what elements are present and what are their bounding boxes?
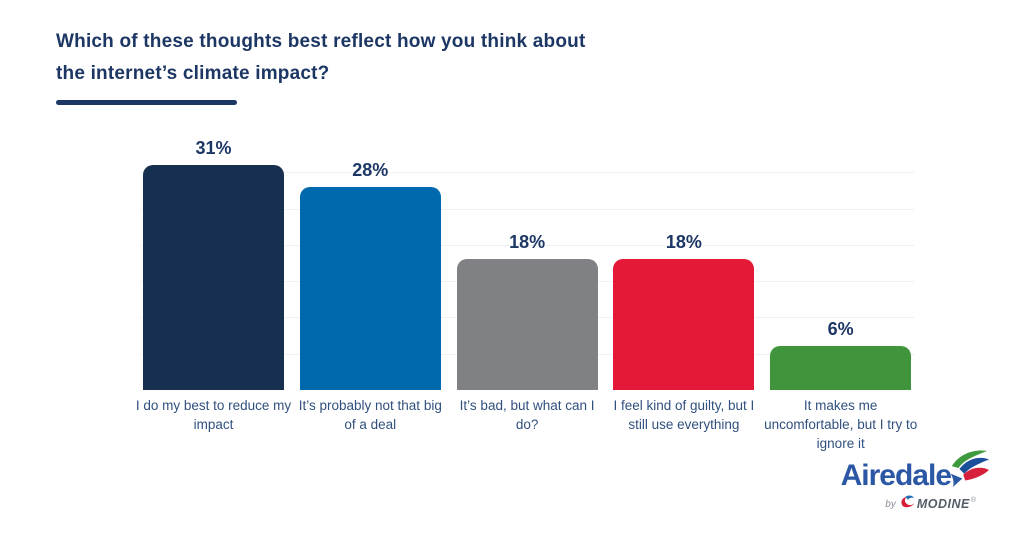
chart-title-line2: the internet’s climate impact?	[56, 63, 330, 84]
modine-byline: by MODINE ®	[841, 494, 976, 514]
bar-category-label: I feel kind of guilty, but I still use e…	[613, 398, 755, 432]
bar	[143, 164, 284, 390]
bar	[299, 186, 441, 390]
airedale-logo: Airedale by MODINE	[840, 450, 990, 514]
modine-swoosh-icon	[900, 494, 916, 514]
chart-title-line1: Which of these thoughts best reflect how…	[56, 31, 586, 52]
gridline	[140, 244, 914, 246]
title-underline-rule	[56, 100, 237, 105]
bar-value-label: 6%	[827, 319, 854, 340]
bar	[456, 259, 598, 390]
bar-category-label: I do my best to reduce my impact	[135, 398, 292, 432]
bar	[770, 346, 912, 390]
gridline	[140, 172, 914, 174]
bar-value-label: 18%	[665, 232, 702, 253]
byline-prefix: by	[885, 498, 896, 510]
bar-category-label: It’s bad, but what can I do?	[459, 398, 595, 432]
bar-value-label: 28%	[352, 159, 389, 180]
bar-category-label: It’s probably not that big of a deal	[298, 398, 442, 432]
airedale-pinwheel-icon	[948, 447, 990, 496]
airedale-wordmark: Airedale	[840, 458, 952, 492]
chart-title: Which of these thoughts best reflect how…	[56, 26, 585, 90]
bar-value-label: 31%	[195, 137, 232, 158]
bar	[613, 259, 755, 390]
bar-category-label: It makes me uncomfortable, but I try to …	[764, 398, 918, 451]
gridline	[140, 208, 914, 210]
trademark-symbol: ®	[970, 496, 976, 504]
bar-value-label: 18%	[509, 232, 546, 253]
modine-wordmark: MODINE	[916, 497, 970, 511]
